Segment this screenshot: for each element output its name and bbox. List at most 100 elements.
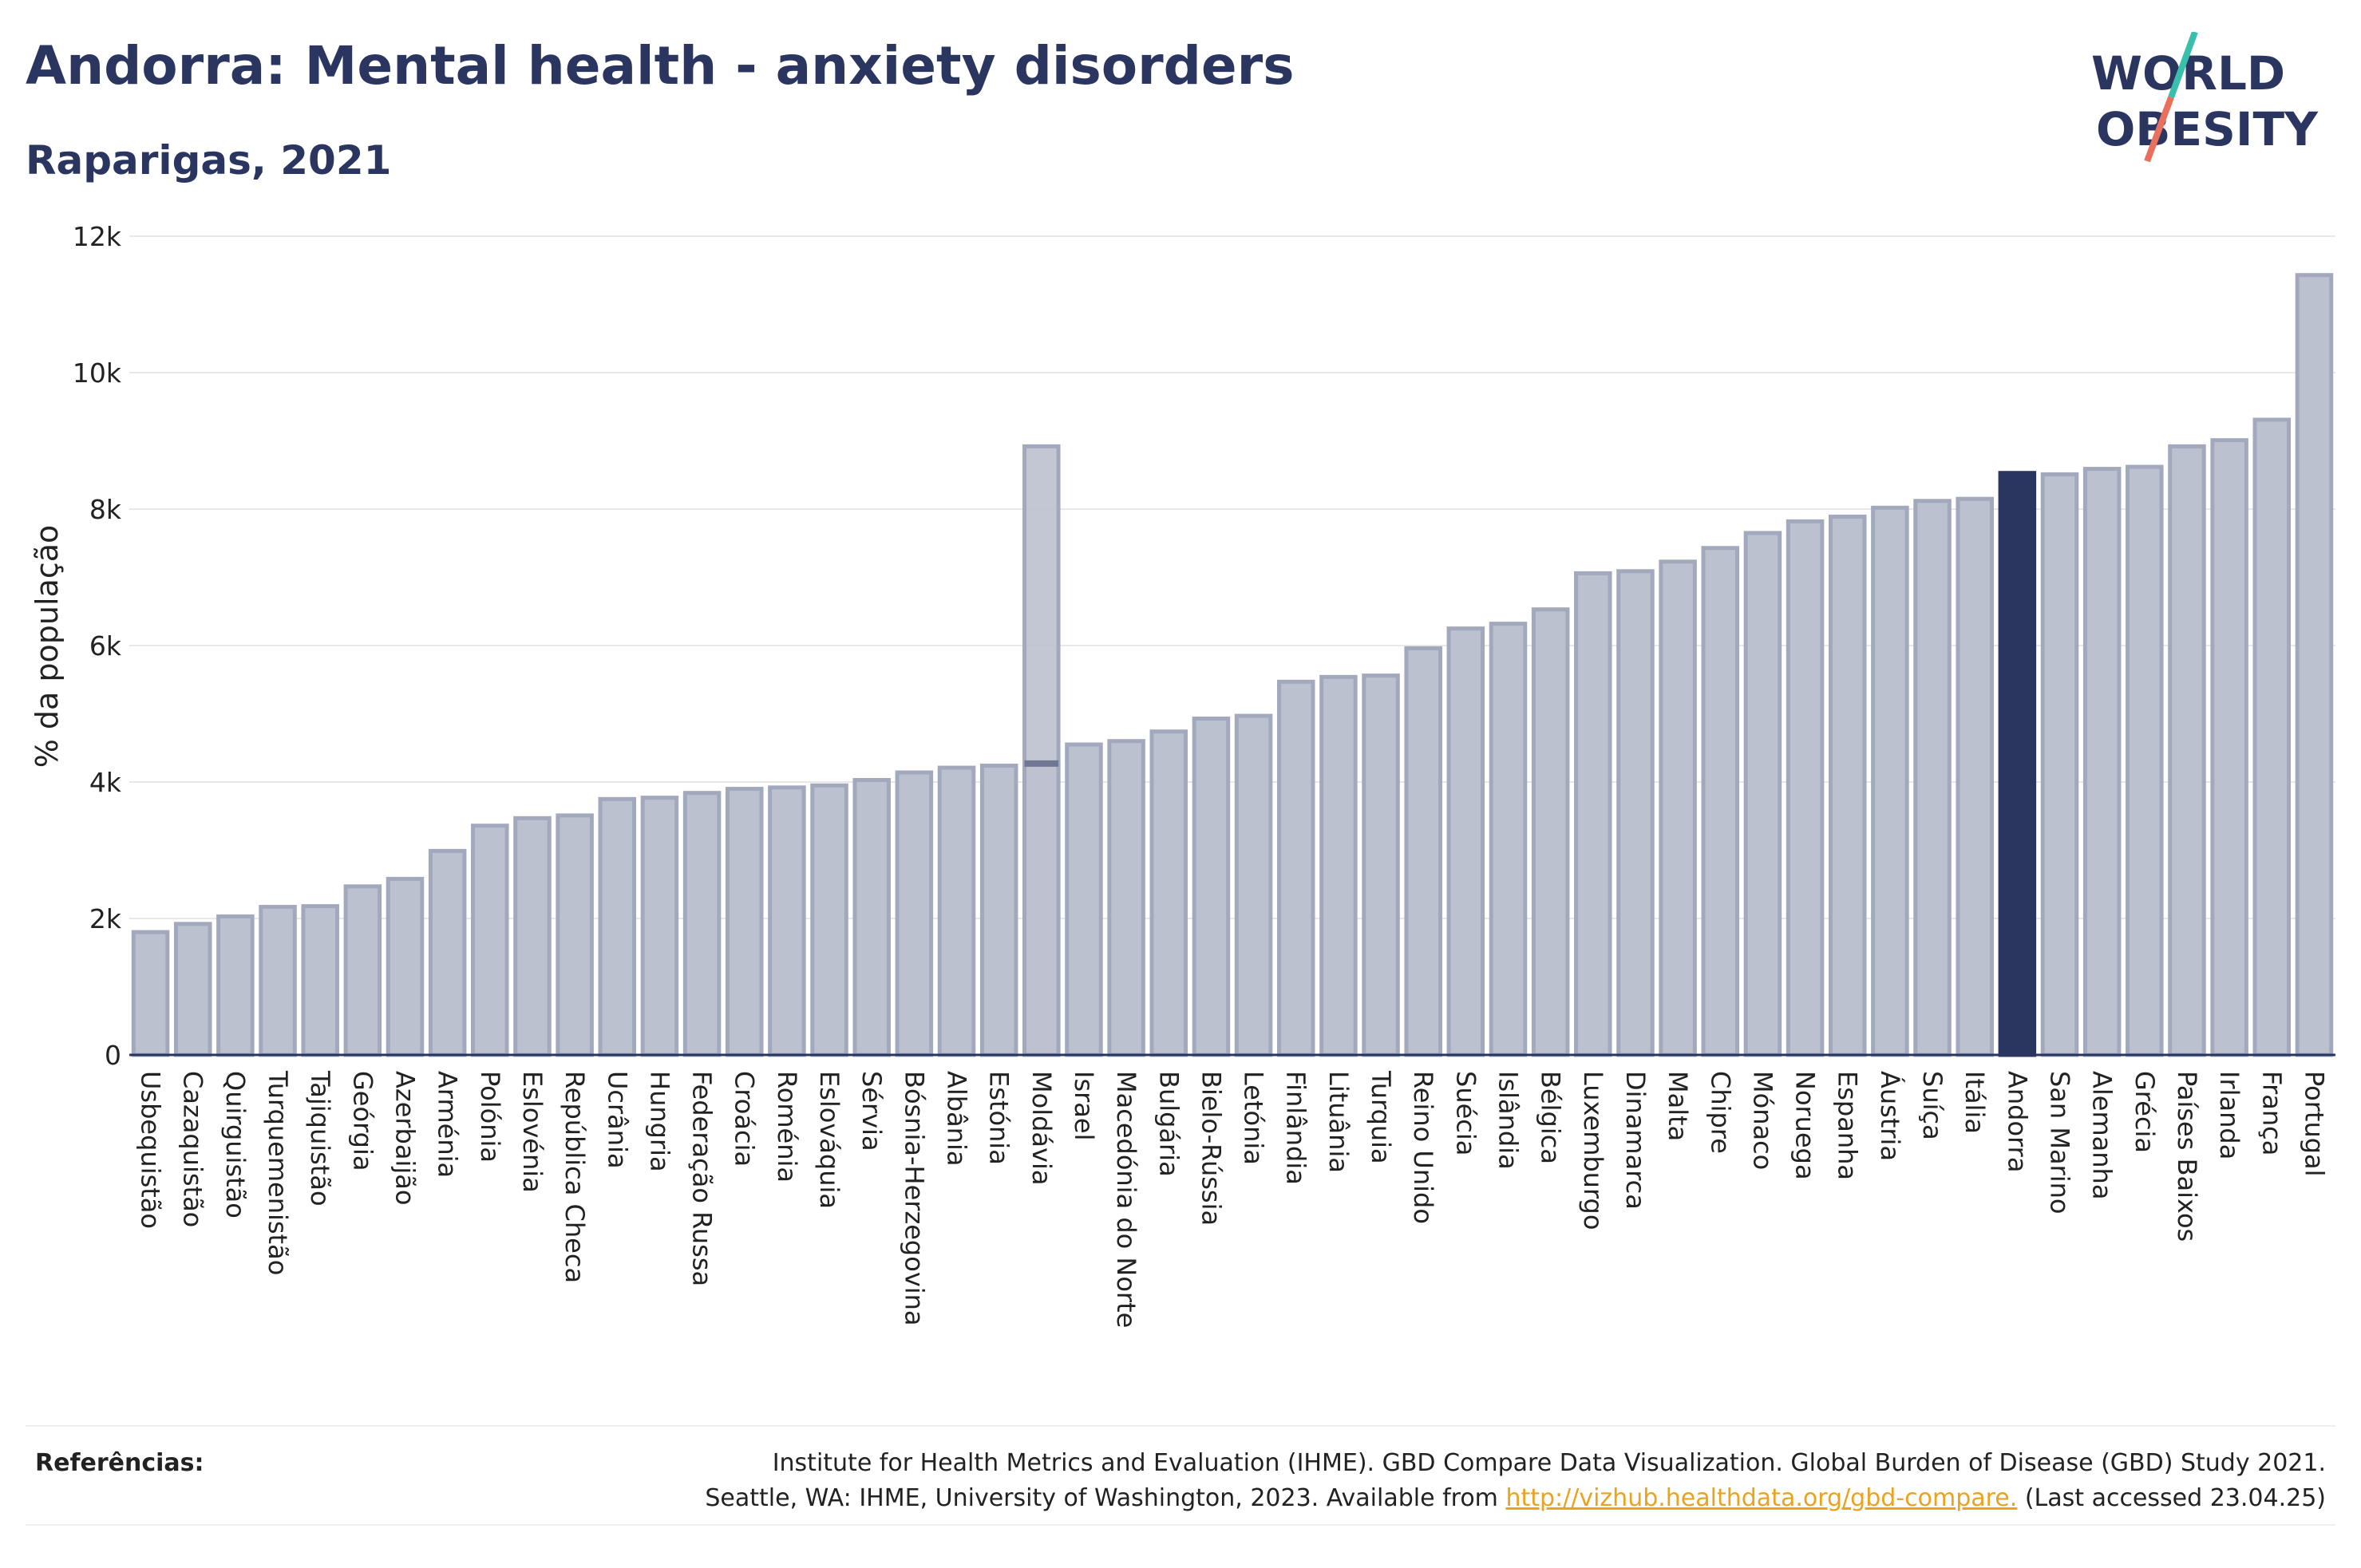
bar — [1786, 519, 1825, 1057]
x-tick-label: Eslovénia — [517, 1071, 548, 1193]
x-tick-label: Turquia — [1366, 1070, 1396, 1164]
bar — [131, 930, 170, 1057]
bar — [1065, 742, 1103, 1057]
y-axis-label: % da população — [30, 525, 65, 768]
reference-link[interactable]: http://vizhub.healthdata.org/gbd-compare… — [1505, 1484, 2018, 1512]
x-tick-label: Espanha — [1833, 1071, 1863, 1180]
bar — [895, 770, 934, 1057]
y-tick-label: 6k — [89, 630, 122, 662]
x-tick-label: Andorra — [2002, 1071, 2032, 1172]
bar — [386, 876, 425, 1057]
x-tick-label: Chipre — [1705, 1071, 1735, 1154]
bar — [428, 848, 467, 1057]
x-tick-label: Geórgia — [347, 1071, 378, 1171]
bar — [810, 783, 848, 1057]
bar — [640, 796, 679, 1057]
bar — [725, 787, 764, 1057]
world-obesity-logo: WORLD OBESITY — [2091, 32, 2319, 163]
x-tick-label: Noruega — [1790, 1071, 1821, 1180]
x-axis-labels: Usbequistão Cazaquistão Quirguistão Turquem… — [136, 1070, 2330, 1328]
bar — [1107, 739, 1145, 1057]
bar — [979, 763, 1018, 1057]
bars — [131, 273, 2334, 1057]
y-axis-ticks: 0 2k 4k 6k 8k 10k 12k — [73, 221, 122, 1071]
x-tick-label: Macedónia do Norte — [1111, 1071, 1141, 1328]
x-tick-label: Azerbaijão — [390, 1071, 421, 1205]
bar — [1913, 499, 1952, 1057]
bar — [1871, 505, 1909, 1057]
x-tick-label: Reino Unido — [1408, 1071, 1438, 1224]
bar — [1446, 626, 1485, 1057]
x-tick-label: Luxemburgo — [1578, 1071, 1608, 1230]
bar — [259, 904, 297, 1057]
y-tick-label: 10k — [73, 357, 122, 389]
bar — [1531, 607, 1570, 1057]
x-tick-label: Bulgária — [1153, 1071, 1184, 1177]
x-tick-label: Grécia — [2130, 1071, 2160, 1153]
bar — [1574, 571, 1612, 1057]
bar — [2295, 273, 2334, 1057]
x-tick-label: Finlândia — [1281, 1071, 1311, 1185]
footer-bottom-divider — [26, 1524, 2335, 1526]
x-tick-label: Malta — [1663, 1071, 1693, 1141]
bar — [682, 791, 722, 1057]
bar — [2082, 467, 2122, 1057]
x-tick-label: Eslováquia — [814, 1071, 844, 1209]
x-tick-label: Sérvia — [856, 1071, 887, 1151]
bar — [1616, 569, 1655, 1057]
bar-chart: 0 2k 4k 6k 8k 10k 12k % da população Usbequist… — [30, 221, 2335, 1328]
bar — [2126, 464, 2164, 1057]
bar — [1489, 622, 1528, 1057]
bar — [2252, 417, 2292, 1057]
x-tick-label: Estónia — [984, 1071, 1014, 1165]
x-tick-label: Bélgica — [1536, 1071, 1566, 1164]
x-tick-label: Hungria — [644, 1071, 674, 1172]
bar — [1362, 673, 1400, 1057]
bar — [2210, 438, 2248, 1057]
footer-top-divider — [26, 1425, 2335, 1427]
bar — [852, 777, 891, 1057]
x-tick-label: Moldávia — [1026, 1071, 1057, 1185]
x-tick-label: Suíça — [1917, 1071, 1948, 1140]
x-tick-label: Albânia — [942, 1071, 972, 1166]
bar — [1234, 713, 1273, 1057]
x-tick-label: Portugal — [2299, 1071, 2329, 1177]
bar — [1319, 674, 1358, 1057]
logo-slash-teal — [2168, 32, 2198, 99]
x-tick-label: Israel — [1069, 1071, 1099, 1140]
x-tick-label: Arménia — [433, 1071, 463, 1178]
bar — [2168, 444, 2206, 1057]
bar — [1404, 646, 1442, 1057]
bar-overlay — [1022, 444, 1061, 1057]
x-tick-label: Dinamarca — [1620, 1071, 1651, 1210]
bar — [513, 816, 552, 1057]
chart-title: Andorra: Mental health - anxiety disorde… — [26, 35, 1295, 97]
x-tick-label: Letónia — [1239, 1071, 1269, 1165]
x-tick-label: Turquemenistão — [263, 1070, 293, 1275]
bar — [768, 785, 806, 1057]
y-tick-label: 2k — [89, 903, 122, 934]
x-tick-label: Países Baixos — [2172, 1071, 2202, 1242]
x-tick-label: Croácia — [730, 1071, 760, 1167]
bar — [937, 765, 976, 1057]
y-tick-label: 8k — [89, 494, 122, 525]
bar — [598, 796, 637, 1057]
bar — [1743, 531, 1782, 1057]
reference-line-2-start: Seattle, WA: IHME, University of Washing… — [705, 1484, 1506, 1512]
x-tick-label: Bósnia-Herzegovina — [899, 1071, 929, 1326]
x-tick-label: San Marino — [2045, 1071, 2075, 1215]
bar — [173, 922, 212, 1057]
bar — [216, 914, 255, 1057]
x-tick-label: Roménia — [772, 1071, 802, 1183]
y-tick-label: 0 — [105, 1040, 121, 1071]
bar — [556, 813, 594, 1057]
bar — [2040, 472, 2079, 1057]
x-tick-label: Alemanha — [2087, 1071, 2118, 1199]
x-tick-label: França — [2256, 1071, 2287, 1155]
x-tick-label: Usbequistão — [136, 1071, 166, 1229]
x-tick-label: Tajiquistão — [305, 1070, 335, 1207]
x-tick-label: Itália — [1960, 1071, 1990, 1134]
x-tick-label: Suécia — [1450, 1071, 1481, 1155]
x-tick-label: Federação Russa — [687, 1071, 718, 1286]
x-tick-label: Polónia — [475, 1071, 505, 1163]
